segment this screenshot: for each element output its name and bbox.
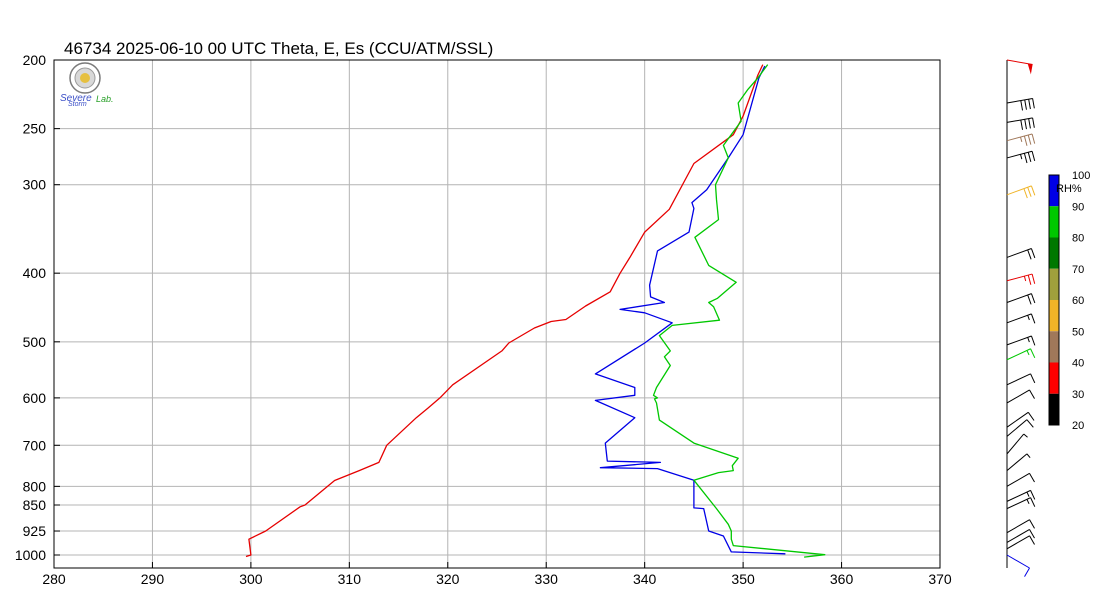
colorbar-tick-label: 30 <box>1072 389 1084 401</box>
y-tick-label: 400 <box>23 265 47 281</box>
wind-barb <box>1006 117 1035 130</box>
colorbar-segment <box>1049 206 1059 238</box>
colorbar-tick-label: 50 <box>1072 326 1084 338</box>
x-tick-label: 290 <box>141 571 165 587</box>
wind-barb <box>1006 248 1036 260</box>
colorbar-tick-label: 20 <box>1072 420 1084 432</box>
colorbar-tick-label: 70 <box>1072 264 1084 276</box>
y-tick-label: 500 <box>23 334 47 350</box>
x-tick-label: 360 <box>830 571 854 587</box>
wind-barb <box>1006 497 1036 510</box>
severe-storm-lab-logo: Severe Storm Lab. <box>60 62 114 108</box>
colorbar-segment <box>1049 237 1059 269</box>
colorbar-tick-label: 100 <box>1072 170 1090 182</box>
x-tick-label: 370 <box>928 571 952 587</box>
logo-text-storm: Storm <box>68 101 87 108</box>
colorbar-segment <box>1049 268 1059 300</box>
wind-barb <box>1006 348 1036 361</box>
logo-text-lab: Lab. <box>96 94 114 104</box>
y-tick-label: 700 <box>23 437 47 453</box>
y-tick-label: 850 <box>23 497 47 513</box>
colorbar-tick-label: 80 <box>1072 233 1084 245</box>
colorbar-tick-label: 90 <box>1072 201 1084 213</box>
wind-barb <box>1006 373 1036 386</box>
wind-barb <box>1006 59 1033 75</box>
y-tick-label: 250 <box>23 121 47 137</box>
wind-barb <box>1006 433 1028 455</box>
x-tick-label: 310 <box>338 571 362 587</box>
rh-colorbar: 100 90 80 70 60 50 40 30 20 <box>1048 170 1090 432</box>
chart-title: 46734 2025-06-10 00 UTC Theta, E, Es (CC… <box>64 39 493 58</box>
colorbar-segment <box>1049 331 1059 363</box>
x-axis-ticks: 280 290 300 310 320 330 340 350 360 370 <box>42 562 952 587</box>
y-axis-ticks: 200 250 300 400 500 600 700 800 850 925 1000 <box>15 52 60 563</box>
wind-barb <box>1006 554 1030 577</box>
x-tick-label: 280 <box>42 571 66 587</box>
grid <box>53 59 941 568</box>
colorbar-tick-label: 40 <box>1072 358 1084 370</box>
colorbar-label: RH% <box>1056 183 1082 195</box>
wind-barb <box>1006 150 1036 164</box>
colorbar-segment <box>1049 175 1059 207</box>
y-tick-label: 600 <box>23 390 47 406</box>
wind-barb <box>1006 535 1035 550</box>
wind-barb <box>1006 411 1035 428</box>
colorbar-segment <box>1049 393 1059 425</box>
theta-line <box>245 64 764 558</box>
y-tick-label: 800 <box>23 478 47 494</box>
wind-barb <box>1006 389 1035 404</box>
profile-lines <box>245 64 826 558</box>
colorbar-segment <box>1049 300 1059 332</box>
x-tick-label: 330 <box>535 571 559 587</box>
wind-barb <box>1006 97 1035 111</box>
x-tick-label: 340 <box>633 571 657 587</box>
wind-barb <box>1006 419 1034 437</box>
x-tick-label: 320 <box>436 571 460 587</box>
y-tick-label: 200 <box>23 52 47 68</box>
wind-barb <box>1006 293 1036 305</box>
colorbar-frame <box>1048 174 1060 426</box>
y-tick-label: 925 <box>23 523 47 539</box>
y-tick-label: 1000 <box>15 547 46 563</box>
wind-barbs <box>1006 59 1036 577</box>
colorbar-segment <box>1049 362 1059 394</box>
plot-frame <box>53 59 941 569</box>
logo-text-severe: Severe <box>60 93 92 104</box>
wind-barb <box>1006 185 1036 199</box>
wind-barb <box>1006 335 1036 346</box>
wind-barb <box>1006 453 1031 471</box>
theta-e-line <box>594 65 786 555</box>
wind-barb <box>1006 472 1035 487</box>
theta-es-line <box>652 64 826 558</box>
x-tick-label: 300 <box>239 571 263 587</box>
wind-barb <box>1006 273 1036 285</box>
wind-barb <box>1006 133 1036 146</box>
wind-barb <box>1006 529 1035 543</box>
wind-barb <box>1006 519 1035 534</box>
y-tick-label: 300 <box>23 177 47 193</box>
wind-barb <box>1006 313 1036 324</box>
x-tick-label: 350 <box>731 571 755 587</box>
wind-barb <box>1006 489 1036 502</box>
colorbar-tick-label: 60 <box>1072 295 1084 307</box>
